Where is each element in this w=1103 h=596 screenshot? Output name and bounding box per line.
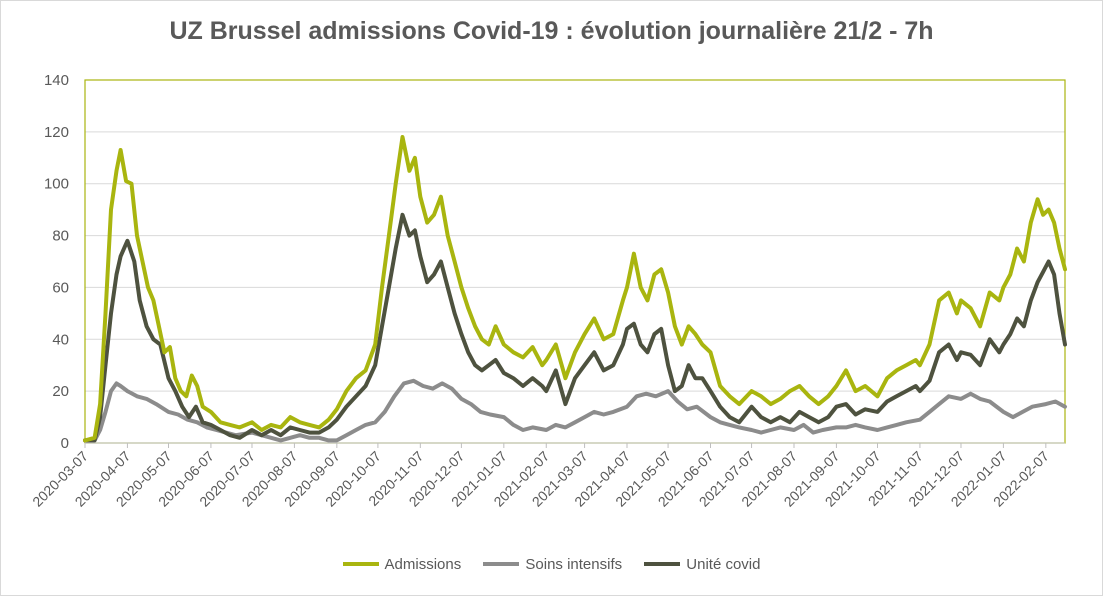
legend-item-soins-intensifs: Soins intensifs (483, 556, 622, 573)
y-tick-label-60: 60 (52, 279, 69, 296)
legend-swatch-unite-covid (644, 562, 681, 566)
series-lines (83, 135, 1067, 443)
y-tick-label-100: 100 (44, 176, 69, 193)
y-tick-label-120: 120 (44, 124, 69, 141)
y-tick-label-0: 0 (61, 435, 69, 452)
legend-item-unite-covid: Unité covid (644, 556, 760, 573)
legend-swatch-soins-intensifs (483, 562, 520, 566)
legend-label-admissions: Admissions (384, 555, 462, 573)
x-axis: 2020-03-072020-04-072020-05-072020-06-07… (29, 442, 1065, 510)
chart-title: UZ Brussel admissions Covid-19 : évoluti… (169, 17, 934, 45)
legend-item-admissions: Admissions (342, 555, 462, 573)
legend-swatch-admissions (342, 562, 379, 566)
y-tick-label-80: 80 (52, 228, 69, 245)
series-line-unit-covid (83, 212, 1067, 443)
legend: Admissions Soins intensifs Unité covid (0, 553, 1103, 573)
y-tick-label-20: 20 (52, 383, 69, 400)
legend-label-soins-intensifs: Soins intensifs (525, 555, 623, 573)
y-tick-label-40: 40 (52, 331, 69, 348)
legend-label-unite-covid: Unité covid (686, 555, 761, 573)
y-tick-label-140: 140 (44, 72, 69, 89)
series-line-admissions (83, 135, 1067, 443)
y-axis: 0 20 40 60 80 100 120 140 (44, 72, 69, 452)
